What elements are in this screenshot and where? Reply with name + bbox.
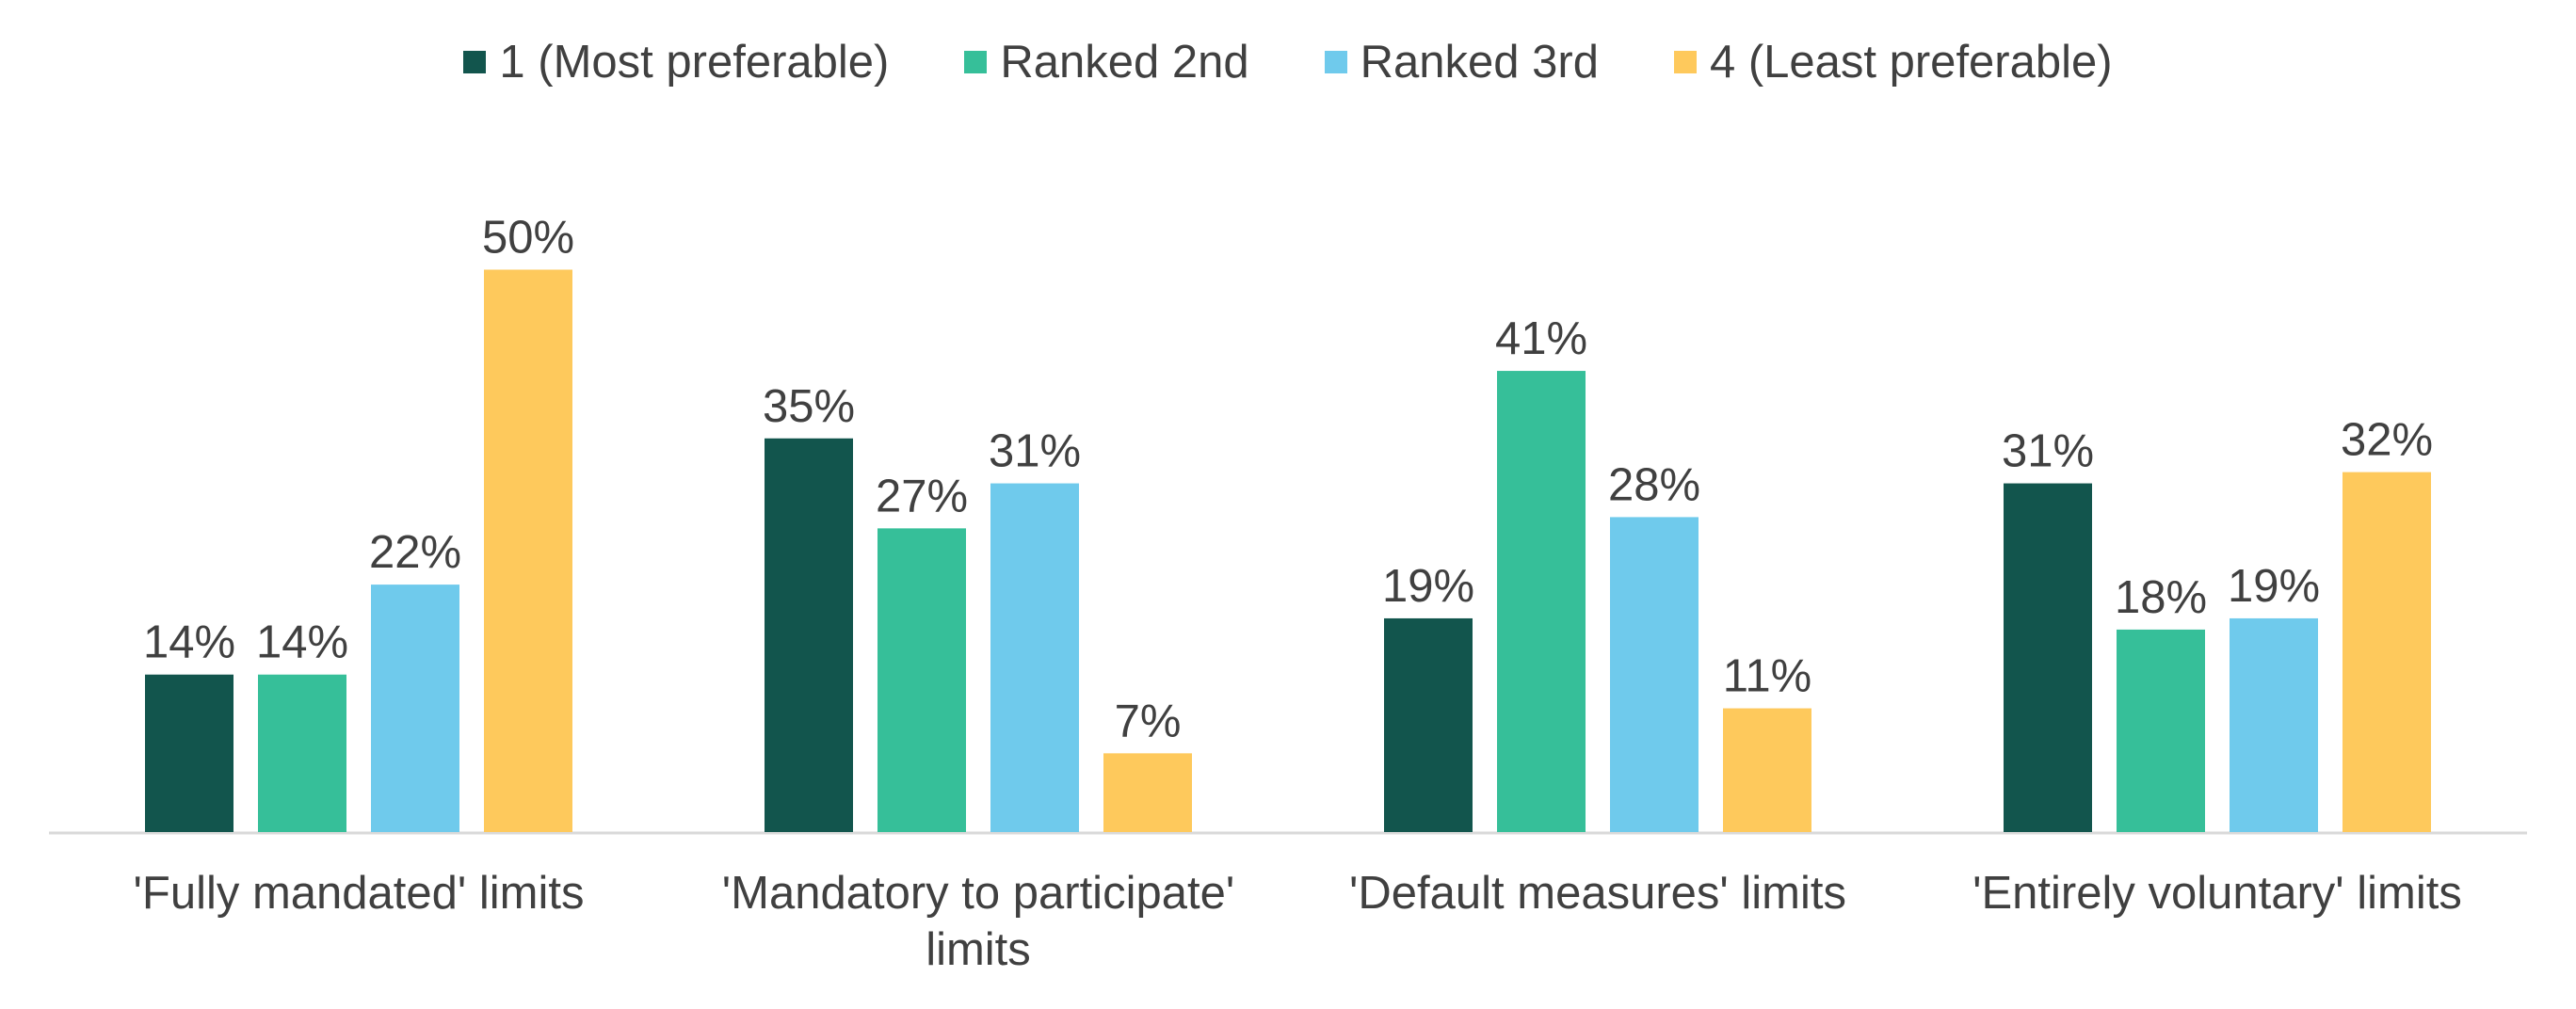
data-label: 28% <box>1608 459 1700 510</box>
bar <box>484 269 572 832</box>
legend: 1 (Most preferable) Ranked 2nd Ranked 3rd 4… <box>0 36 2576 88</box>
legend-item: Ranked 2nd <box>964 36 1249 88</box>
category-label: limits <box>926 924 1031 975</box>
legend-swatch <box>463 51 487 73</box>
data-label: 11% <box>1723 651 1811 702</box>
bar <box>1497 371 1586 832</box>
category-label: 'Default measures' limits <box>1349 868 1846 919</box>
bar <box>2004 483 2092 832</box>
bar <box>258 674 346 832</box>
data-label: 27% <box>876 471 968 521</box>
data-label: 31% <box>2002 426 2094 477</box>
legend-label: Ranked 3rd <box>1360 37 1599 88</box>
legend-item: 4 (Least preferable) <box>1673 36 2113 88</box>
data-label: 35% <box>763 381 855 432</box>
bar <box>1610 517 1699 832</box>
legend-item: 1 (Most preferable) <box>463 36 889 88</box>
data-label: 19% <box>1382 561 1474 612</box>
bar <box>765 438 853 832</box>
category-label: 'Mandatory to participate' <box>722 868 1234 919</box>
bar <box>371 585 459 832</box>
data-label: 50% <box>482 213 574 264</box>
data-label: 32% <box>2341 415 2433 466</box>
bar <box>2343 472 2431 832</box>
bar <box>990 483 1079 832</box>
legend-label: 4 (Least preferable) <box>1709 37 2113 88</box>
bar <box>2117 629 2205 832</box>
data-label: 18% <box>2115 572 2207 623</box>
data-label: 14% <box>256 617 348 668</box>
legend-label: 1 (Most preferable) <box>499 37 890 88</box>
legend-swatch <box>1673 51 1697 73</box>
category-label: 'Fully mandated' limits <box>134 868 585 919</box>
legend-swatch <box>1324 51 1347 73</box>
bar <box>1103 753 1192 832</box>
legend-label: Ranked 2nd <box>1000 37 1249 88</box>
data-label: 7% <box>1115 696 1182 746</box>
category-label: 'Entirely voluntary' limits <box>1972 868 2462 919</box>
bar <box>1384 617 1473 832</box>
bar <box>877 528 966 832</box>
bar <box>1723 708 1811 832</box>
bar <box>2230 617 2318 832</box>
legend-swatch <box>964 51 988 73</box>
data-label: 41% <box>1495 313 1587 364</box>
data-label: 14% <box>143 617 235 668</box>
data-label: 22% <box>369 527 461 578</box>
data-label: 19% <box>2228 561 2320 612</box>
bar <box>145 674 233 832</box>
data-label: 31% <box>989 426 1081 477</box>
legend-item: Ranked 3rd <box>1324 36 1599 88</box>
